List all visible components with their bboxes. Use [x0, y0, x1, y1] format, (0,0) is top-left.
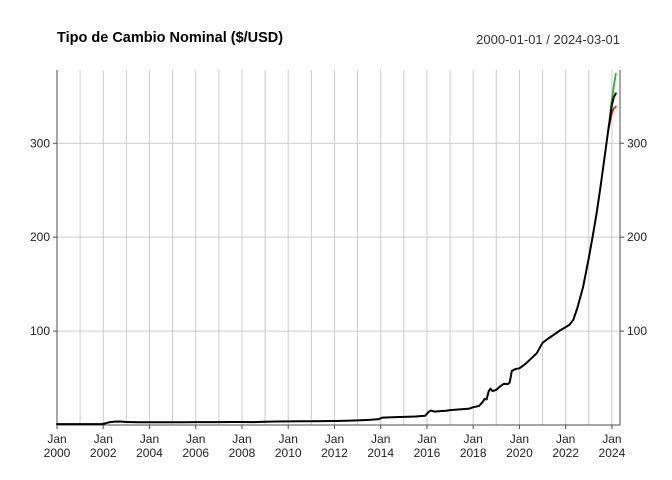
x-tick-month-label: Jan — [279, 432, 298, 446]
date-range-label: 2000-01-01 / 2024-03-01 — [476, 32, 620, 47]
x-tick-month-label: Jan — [556, 432, 575, 446]
y-tick-label-left: 100 — [30, 324, 50, 338]
y-tick-label-left: 200 — [30, 230, 50, 244]
x-tick-year-label: 2008 — [229, 446, 256, 460]
chart-title: Tipo de Cambio Nominal ($/USD) — [57, 30, 284, 46]
x-tick-year-label: 2022 — [552, 446, 579, 460]
x-tick-year-label: 2002 — [90, 446, 117, 460]
x-tick-year-label: 2018 — [460, 446, 487, 460]
x-tick-month-label: Jan — [94, 432, 113, 446]
y-tick-label-left: 300 — [30, 136, 50, 150]
x-tick-month-label: Jan — [140, 432, 159, 446]
y-tick-label-right: 100 — [627, 324, 647, 338]
x-tick-month-label: Jan — [371, 432, 390, 446]
x-tick-year-label: 2000 — [44, 446, 71, 460]
x-tick-year-label: 2016 — [414, 446, 441, 460]
x-tick-year-label: 2010 — [275, 446, 302, 460]
x-tick-month-label: Jan — [417, 432, 436, 446]
x-tick-year-label: 2020 — [506, 446, 533, 460]
x-tick-month-label: Jan — [602, 432, 621, 446]
x-tick-year-label: 2012 — [321, 446, 348, 460]
x-tick-year-label: 2004 — [136, 446, 163, 460]
y-tick-label-right: 200 — [627, 230, 647, 244]
x-tick-month-label: Jan — [510, 432, 529, 446]
x-tick-year-label: 2024 — [599, 446, 626, 460]
x-tick-month-label: Jan — [232, 432, 251, 446]
y-tick-label-right: 300 — [627, 136, 647, 150]
x-tick-month-label: Jan — [325, 432, 344, 446]
x-tick-month-label: Jan — [464, 432, 483, 446]
series-line-black-observed — [56, 92, 617, 426]
x-tick-month-label: Jan — [47, 432, 66, 446]
x-tick-month-label: Jan — [186, 432, 205, 446]
x-tick-year-label: 2006 — [182, 446, 209, 460]
x-tick-year-label: 2014 — [367, 446, 394, 460]
